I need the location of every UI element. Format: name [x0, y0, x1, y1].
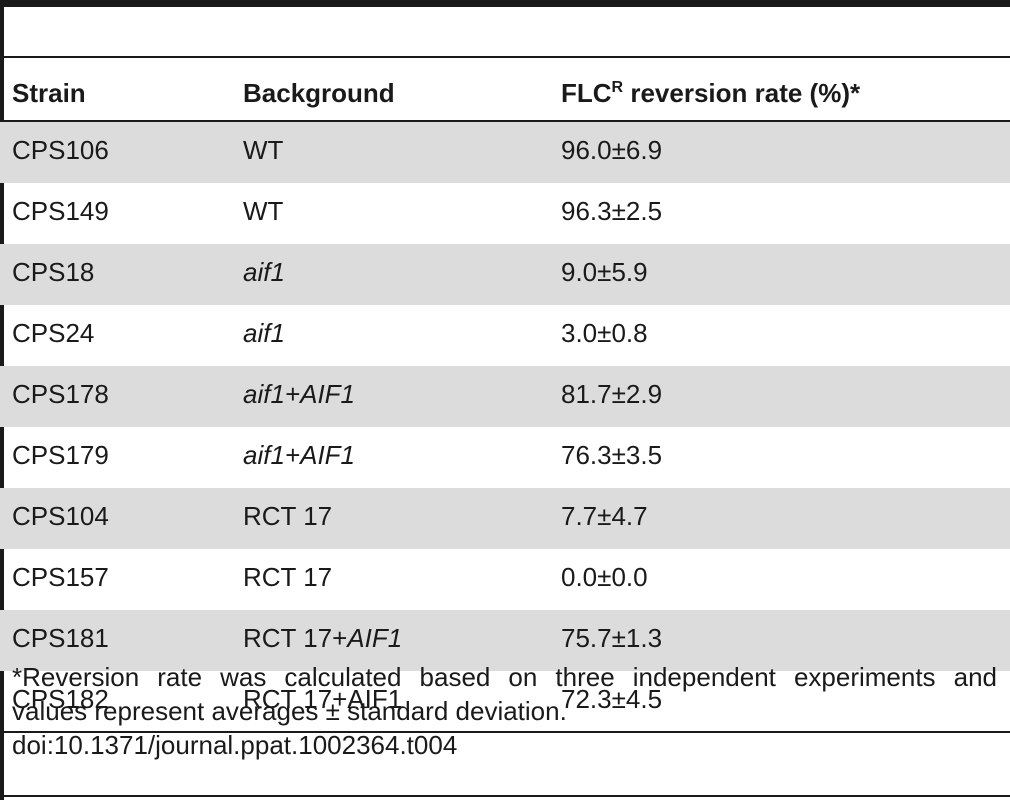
table-bottom-rule — [0, 731, 1010, 733]
rate-cell: 72.3±4.5 — [561, 684, 662, 715]
header-strain: Strain — [12, 78, 86, 108]
plus-minus-sign: ± — [611, 135, 626, 165]
rate-mean: 96.3 — [561, 196, 612, 226]
rate-mean: 7.7 — [561, 501, 598, 531]
footnote-bottom-rule — [0, 795, 1010, 797]
rate-cell: 3.0±0.8 — [561, 318, 648, 349]
rate-mean: 76.3 — [561, 440, 612, 470]
background-cell: RCT 17 — [243, 501, 332, 532]
background-cell: RCT 17+AIF1 — [243, 684, 402, 715]
plus-minus-sign: ± — [597, 257, 612, 287]
header-rate-suffix: reversion rate (%)* — [623, 78, 861, 108]
header-reversion-rate: FLCR reversion rate (%)* — [561, 78, 860, 109]
rate-sd: 3.5 — [625, 440, 663, 470]
header-rate-prefix: FLC — [561, 78, 612, 108]
rate-sd: 0.0 — [611, 562, 648, 592]
background-text: RCT 17+AIF1 — [243, 684, 403, 714]
plus-minus-sign: ± — [611, 623, 626, 653]
background-cell: WT — [243, 196, 283, 227]
strain-cell: CPS18 — [12, 257, 95, 287]
rate-sd: 0.8 — [611, 318, 648, 348]
rate-sd: 5.9 — [611, 257, 648, 287]
rate-cell: 76.3±3.5 — [561, 440, 662, 471]
table-top-rule — [0, 0, 1010, 7]
background-cell: aif1+AIF1 — [243, 440, 355, 471]
table-row: CPS104 RCT 17 7.7±4.7 — [0, 488, 1010, 549]
background-text: WT — [243, 135, 284, 165]
background-italic-text: aif1 — [243, 257, 285, 287]
plus-minus-sign: ± — [611, 684, 626, 714]
background-italic-text: aif1 — [243, 318, 285, 348]
background-cell: aif1+AIF1 — [243, 379, 355, 410]
rate-mean: 9.0 — [561, 257, 598, 287]
background-text: WT — [243, 196, 284, 226]
strain-cell: CPS104 — [12, 501, 109, 531]
table-row: CPS179 aif1+AIF1 76.3±3.5 — [0, 427, 1010, 488]
rate-cell: 96.3±2.5 — [561, 196, 662, 227]
background-text: RCT 17 — [243, 562, 333, 592]
table-row: CPS18 aif1 9.0±5.9 — [0, 244, 1010, 305]
rate-mean: 96.0 — [561, 135, 612, 165]
footnote-line-1: *Reversion rate was calculated based on … — [12, 662, 997, 692]
strain-cell: CPS179 — [12, 440, 109, 470]
rate-sd: 4.7 — [611, 501, 648, 531]
rate-sd: 6.9 — [625, 135, 663, 165]
rate-cell: 75.7±1.3 — [561, 623, 662, 654]
background-italic-text: aif1+AIF1 — [243, 440, 356, 470]
background-text: RCT 17+ — [243, 623, 348, 653]
plus-minus-sign: ± — [611, 196, 626, 226]
rate-cell: 81.7±2.9 — [561, 379, 662, 410]
table-row: CPS182 RCT 17+AIF1 72.3±4.5 — [0, 671, 1010, 732]
rate-cell: 0.0±0.0 — [561, 562, 648, 593]
rate-mean: 72.3 — [561, 684, 612, 714]
header-top-rule — [0, 56, 1010, 58]
rate-sd: 2.5 — [625, 196, 663, 226]
footnote-line-2: values represent averages ± standard dev… — [12, 696, 567, 726]
strain-cell: CPS157 — [12, 562, 109, 592]
strain-cell: CPS149 — [12, 196, 109, 226]
rate-sd: 1.3 — [625, 623, 663, 653]
table-row: CPS149 WT 96.3±2.5 — [0, 183, 1010, 244]
plus-minus-sign: ± — [597, 562, 612, 592]
background-italic-text: aif1+AIF1 — [243, 379, 356, 409]
background-cell: RCT 17 — [243, 562, 332, 593]
background-cell: WT — [243, 135, 283, 166]
background-text: RCT 17 — [243, 501, 333, 531]
rate-cell: 96.0±6.9 — [561, 135, 662, 166]
table-row: CPS178 aif1+AIF1 81.7±2.9 — [0, 366, 1010, 427]
table-header: Strain Background FLCR reversion rate (%… — [0, 58, 1010, 120]
background-cell: aif1 — [243, 318, 285, 349]
rate-sd: 4.5 — [625, 684, 663, 714]
plus-minus-sign: ± — [611, 379, 626, 409]
strain-cell: CPS181 — [12, 623, 109, 653]
rate-mean: 3.0 — [561, 318, 598, 348]
rate-mean: 0.0 — [561, 562, 598, 592]
header-background: Background — [243, 78, 395, 108]
strain-cell: CPS178 — [12, 379, 109, 409]
background-italic-text: AIF1 — [347, 623, 403, 653]
header-rate-superscript: R — [611, 79, 624, 96]
table-row: CPS106 WT 96.0±6.9 — [0, 122, 1010, 183]
table-footnote: *Reversion rate was calculated based on … — [12, 660, 1002, 762]
table-body: CPS106 WT 96.0±6.9 CPS149 WT 96.3±2.5 CP… — [0, 122, 1010, 732]
rate-mean: 81.7 — [561, 379, 612, 409]
header-bottom-rule — [0, 120, 1010, 122]
rate-cell: 7.7±4.7 — [561, 501, 648, 532]
rate-sd: 2.9 — [625, 379, 663, 409]
strain-cell: CPS24 — [12, 318, 95, 348]
plus-minus-sign: ± — [597, 318, 612, 348]
table-row: CPS181 RCT 17+AIF1 75.7±1.3 — [0, 610, 1010, 671]
plus-minus-sign: ± — [597, 501, 612, 531]
table-row: CPS157 RCT 17 0.0±0.0 — [0, 549, 1010, 610]
strain-cell: CPS106 — [12, 135, 109, 165]
plus-minus-sign: ± — [611, 440, 626, 470]
rate-cell: 9.0±5.9 — [561, 257, 648, 288]
table-row: CPS24 aif1 3.0±0.8 — [0, 305, 1010, 366]
strain-cell: CPS182 — [12, 684, 109, 714]
rate-mean: 75.7 — [561, 623, 612, 653]
background-cell: RCT 17+AIF1 — [243, 623, 402, 654]
doi-text: doi:10.1371/journal.ppat.1002364.t004 — [12, 730, 458, 760]
background-cell: aif1 — [243, 257, 285, 288]
